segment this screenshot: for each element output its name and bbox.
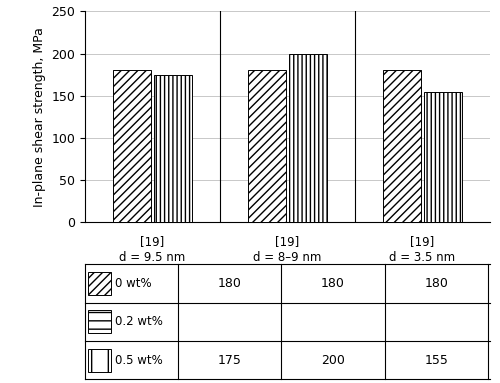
Text: 200: 200 [321,354,345,367]
Bar [289,54,327,222]
Bar [114,70,151,222]
Y-axis label: In-plane shear strength, MPa: In-plane shear strength, MPa [33,27,46,207]
Bar [88,310,110,333]
Bar [154,75,192,222]
Bar [88,349,110,372]
Bar [88,272,110,295]
Bar [384,70,421,222]
Bar [248,70,286,222]
Bar [424,92,462,222]
Text: 180: 180 [321,277,345,290]
Text: 175: 175 [218,354,242,367]
Text: 0.2 wt%: 0.2 wt% [116,315,163,328]
Text: 180: 180 [424,277,448,290]
Text: 0.5 wt%: 0.5 wt% [116,354,163,367]
Text: 155: 155 [424,354,448,367]
Text: 180: 180 [218,277,242,290]
Text: 0 wt%: 0 wt% [116,277,152,290]
